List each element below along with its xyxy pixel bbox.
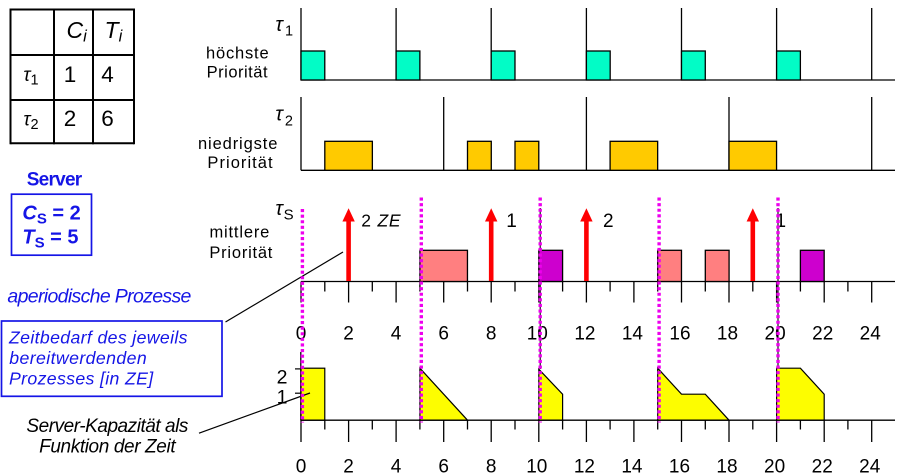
svg-text:20: 20: [765, 324, 786, 345]
svg-text:2: 2: [603, 211, 614, 232]
svg-text:Zeitbedarf des jeweils: Zeitbedarf des jeweils: [8, 327, 188, 347]
svg-text:τ: τ: [275, 14, 284, 36]
svg-text:8: 8: [486, 457, 497, 476]
svg-text:2: 2: [285, 113, 293, 129]
svg-text:24: 24: [859, 457, 881, 476]
svg-text:8: 8: [486, 324, 497, 345]
svg-text:4: 4: [391, 324, 402, 345]
svg-text:2: 2: [343, 457, 354, 476]
svg-text:aperiodische Prozesse: aperiodische Prozesse: [7, 286, 191, 308]
svg-text:τ: τ: [275, 198, 284, 220]
svg-text:12: 12: [574, 324, 595, 345]
svg-text:10: 10: [527, 324, 548, 345]
svg-text:0: 0: [296, 457, 307, 476]
svg-text:Funktion der Zeit: Funktion der Zeit: [39, 436, 176, 457]
svg-text:12: 12: [574, 457, 595, 476]
svg-text:18: 18: [716, 457, 737, 476]
svg-text:Priorität: Priorität: [207, 154, 273, 172]
svg-text:22: 22: [812, 324, 833, 345]
svg-text:2: 2: [64, 106, 77, 131]
svg-text:20: 20: [764, 457, 785, 476]
svg-text:mittlere: mittlere: [209, 223, 269, 241]
svg-text:16: 16: [669, 457, 690, 476]
svg-text:4: 4: [101, 62, 114, 87]
svg-text:S: S: [284, 206, 294, 223]
svg-text:16: 16: [669, 324, 690, 345]
svg-text:bereitwerdenden: bereitwerdenden: [9, 348, 147, 368]
svg-text:24: 24: [860, 324, 882, 345]
svg-text:Priorität: Priorität: [209, 244, 272, 262]
svg-text:1: 1: [776, 211, 787, 232]
svg-text:Priorität: Priorität: [207, 64, 268, 82]
svg-text:22: 22: [812, 457, 833, 476]
svg-text:τ: τ: [275, 104, 284, 126]
svg-text:CS = 2: CS = 2: [22, 203, 80, 228]
svg-text:2: 2: [277, 367, 288, 389]
svg-text:6: 6: [101, 106, 114, 131]
svg-text:2 ZE: 2 ZE: [361, 211, 401, 231]
svg-text:14: 14: [621, 457, 643, 476]
svg-text:18: 18: [717, 324, 738, 345]
svg-text:1: 1: [285, 24, 293, 40]
svg-text:TS = 5: TS = 5: [22, 227, 78, 252]
svg-text:niedrigste: niedrigste: [198, 135, 277, 153]
svg-text:Prozesses [in ZE]: Prozesses [in ZE]: [9, 368, 154, 388]
svg-text:1: 1: [64, 62, 77, 87]
svg-text:6: 6: [438, 324, 449, 345]
svg-text:1: 1: [277, 387, 288, 409]
svg-text:10: 10: [526, 457, 547, 476]
svg-text:6: 6: [438, 457, 449, 476]
svg-text:1: 1: [506, 211, 517, 232]
svg-text:2: 2: [343, 324, 354, 345]
svg-text:höchste: höchste: [206, 45, 269, 63]
svg-text:14: 14: [622, 324, 644, 345]
svg-text:4: 4: [391, 457, 402, 476]
svg-text:Server: Server: [27, 170, 83, 191]
svg-text:Ci: Ci: [67, 17, 89, 46]
svg-text:Server-Kapazität als: Server-Kapazität als: [26, 416, 189, 437]
